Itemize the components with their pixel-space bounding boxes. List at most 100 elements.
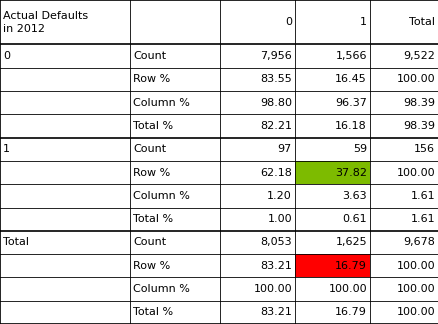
Bar: [370, 231, 438, 254]
Bar: [295, 184, 370, 208]
Text: 1.20: 1.20: [267, 191, 292, 201]
Bar: [220, 114, 295, 138]
Bar: [0, 161, 130, 184]
Bar: [370, 301, 438, 324]
Bar: [295, 68, 370, 91]
Text: 1.61: 1.61: [410, 214, 435, 224]
Bar: [295, 91, 370, 114]
Bar: [295, 301, 370, 324]
Text: 1.61: 1.61: [410, 191, 435, 201]
Bar: [220, 0, 295, 44]
Text: 100.00: 100.00: [396, 168, 435, 178]
Text: 100.00: 100.00: [253, 284, 292, 294]
Bar: [130, 91, 220, 114]
Text: 16.18: 16.18: [335, 121, 367, 131]
Bar: [220, 301, 295, 324]
Text: 37.82: 37.82: [335, 168, 367, 178]
Text: Column %: Column %: [133, 284, 190, 294]
Text: 97: 97: [278, 144, 292, 154]
Text: 0: 0: [3, 51, 10, 61]
Bar: [130, 44, 220, 68]
Bar: [130, 277, 220, 301]
Bar: [220, 44, 295, 68]
Text: 9,678: 9,678: [403, 237, 435, 248]
Text: 0.61: 0.61: [343, 214, 367, 224]
Bar: [220, 208, 295, 231]
Text: 98.80: 98.80: [260, 98, 292, 108]
Bar: [0, 184, 130, 208]
Text: Column %: Column %: [133, 191, 190, 201]
Bar: [370, 44, 438, 68]
Bar: [220, 161, 295, 184]
Bar: [220, 91, 295, 114]
Text: 1.00: 1.00: [267, 214, 292, 224]
Text: Row %: Row %: [133, 75, 170, 85]
Bar: [295, 161, 370, 184]
Text: Column %: Column %: [133, 98, 190, 108]
Text: 16.79: 16.79: [335, 307, 367, 317]
Text: 100.00: 100.00: [396, 284, 435, 294]
Bar: [130, 254, 220, 277]
Text: 98.39: 98.39: [403, 121, 435, 131]
Bar: [130, 68, 220, 91]
Bar: [295, 0, 370, 44]
Bar: [130, 0, 220, 44]
Bar: [0, 301, 130, 324]
Bar: [0, 231, 130, 254]
Text: 83.55: 83.55: [260, 75, 292, 85]
Bar: [370, 208, 438, 231]
Text: 98.39: 98.39: [403, 98, 435, 108]
Bar: [370, 138, 438, 161]
Text: 16.79: 16.79: [335, 261, 367, 271]
Bar: [130, 138, 220, 161]
Bar: [295, 208, 370, 231]
Text: Count: Count: [133, 237, 166, 248]
Text: 83.21: 83.21: [260, 261, 292, 271]
Bar: [0, 114, 130, 138]
Text: 9,522: 9,522: [403, 51, 435, 61]
Bar: [295, 277, 370, 301]
Text: 1: 1: [360, 17, 367, 27]
Text: Total %: Total %: [133, 307, 173, 317]
Text: 83.21: 83.21: [260, 307, 292, 317]
Text: 62.18: 62.18: [260, 168, 292, 178]
Text: 0: 0: [285, 17, 292, 27]
Text: 96.37: 96.37: [335, 98, 367, 108]
Bar: [295, 114, 370, 138]
Bar: [0, 68, 130, 91]
Text: Count: Count: [133, 144, 166, 154]
Text: 100.00: 100.00: [328, 284, 367, 294]
Bar: [370, 254, 438, 277]
Text: 100.00: 100.00: [396, 75, 435, 85]
Text: Actual Defaults
in 2012: Actual Defaults in 2012: [3, 11, 88, 34]
Text: Row %: Row %: [133, 168, 170, 178]
Text: 59: 59: [353, 144, 367, 154]
Bar: [370, 0, 438, 44]
Bar: [295, 44, 370, 68]
Bar: [220, 184, 295, 208]
Text: 100.00: 100.00: [396, 307, 435, 317]
Bar: [0, 254, 130, 277]
Bar: [295, 138, 370, 161]
Text: 1,566: 1,566: [336, 51, 367, 61]
Bar: [130, 161, 220, 184]
Text: Total: Total: [409, 17, 435, 27]
Text: 3.63: 3.63: [343, 191, 367, 201]
Text: Total %: Total %: [133, 121, 173, 131]
Text: 1,625: 1,625: [336, 237, 367, 248]
Bar: [130, 231, 220, 254]
Bar: [130, 301, 220, 324]
Bar: [370, 68, 438, 91]
Text: Count: Count: [133, 51, 166, 61]
Bar: [220, 254, 295, 277]
Bar: [0, 138, 130, 161]
Text: 100.00: 100.00: [396, 261, 435, 271]
Bar: [0, 91, 130, 114]
Bar: [0, 208, 130, 231]
Text: Total %: Total %: [133, 214, 173, 224]
Text: 8,053: 8,053: [260, 237, 292, 248]
Bar: [220, 138, 295, 161]
Bar: [370, 91, 438, 114]
Bar: [0, 0, 130, 44]
Bar: [370, 184, 438, 208]
